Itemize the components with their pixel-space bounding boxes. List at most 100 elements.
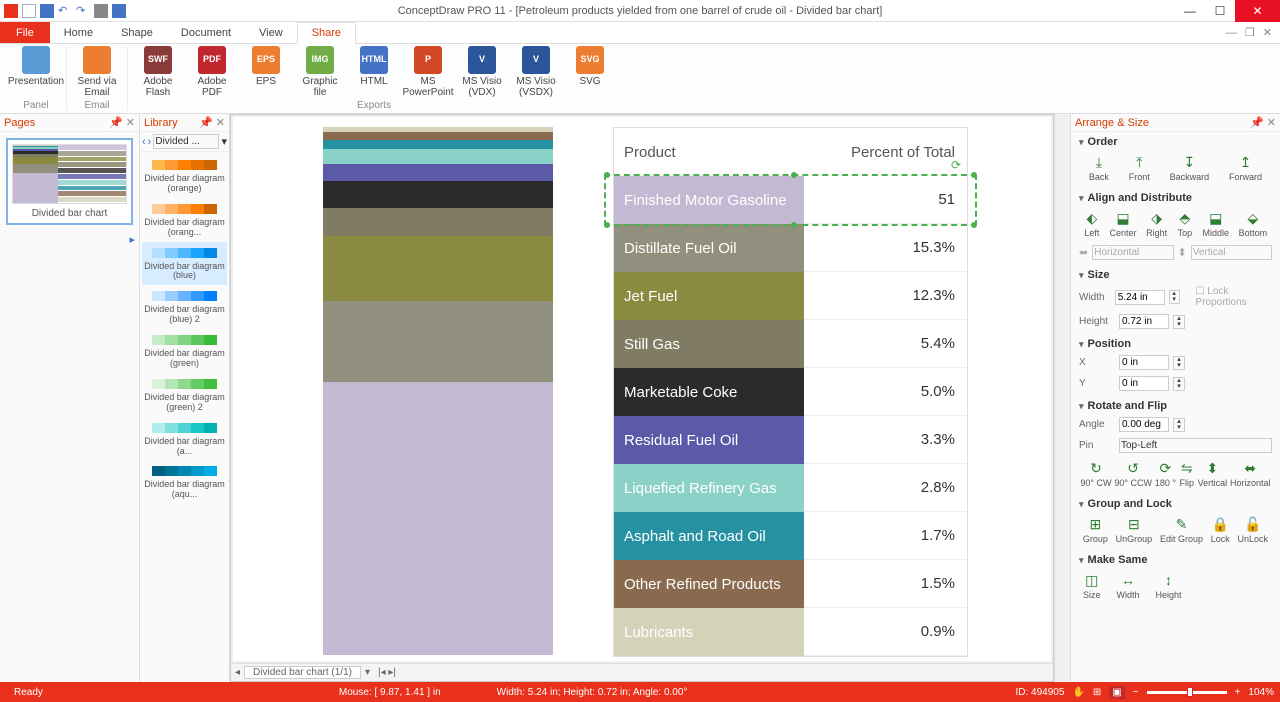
ribbon-ms-visio-vsdx-[interactable]: VMS Visio (VSDX) [512, 46, 560, 98]
rotate-btns-90-ccw[interactable]: ↺90° CCW [1114, 460, 1152, 488]
save-icon[interactable] [40, 4, 54, 18]
group-btns-edit-group[interactable]: ✎Edit Group [1160, 516, 1203, 544]
bar-segment[interactable] [323, 208, 553, 237]
menu-document[interactable]: Document [167, 22, 245, 43]
ribbon-adobe-flash[interactable]: SWFAdobe Flash [134, 46, 182, 98]
position-section-title[interactable]: Position [1079, 336, 1272, 352]
rotate-btns-180-[interactable]: ⟳180 ° [1155, 460, 1176, 488]
bar-segment[interactable] [323, 140, 553, 149]
new-icon[interactable] [22, 4, 36, 18]
ribbon-eps[interactable]: EPSEPS [242, 46, 290, 98]
makesame-section-title[interactable]: Make Same [1079, 552, 1272, 568]
page-thumbnail[interactable]: Divided bar chart [6, 138, 133, 225]
table-row[interactable]: Lubricants0.9% [614, 608, 967, 656]
height-input[interactable] [1119, 314, 1169, 329]
options-icon[interactable] [112, 4, 126, 18]
lock-proportions-label[interactable]: Lock Proportions [1196, 286, 1247, 308]
zoom-slider[interactable] [1147, 691, 1227, 694]
group-btns-group[interactable]: ⊞Group [1083, 516, 1108, 544]
group-btns-unlock[interactable]: 🔓UnLock [1238, 516, 1269, 544]
makesame-btns-width[interactable]: ↔Width [1117, 572, 1140, 600]
table-row[interactable]: Distillate Fuel Oil15.3% [614, 224, 967, 272]
table-row[interactable]: Residual Fuel Oil3.3% [614, 416, 967, 464]
width-spinner[interactable]: ▴▾ [1169, 290, 1180, 304]
bar-segment[interactable] [323, 164, 553, 181]
tab-dropdown-icon[interactable]: ▾ [365, 667, 370, 678]
makesame-btns-size[interactable]: ◫Size [1083, 572, 1101, 600]
order-btns-forward[interactable]: ↥Forward [1229, 154, 1262, 182]
align-horizontal-select[interactable]: Horizontal [1092, 245, 1173, 260]
snap-icon[interactable]: ⊞ [1093, 687, 1101, 698]
align-btns-right[interactable]: ⬗Right [1146, 210, 1167, 238]
library-item[interactable]: Divided bar diagram (green) 2 [142, 373, 227, 417]
rotate-btns-flip[interactable]: ⇋Flip [1179, 460, 1195, 488]
bar-segment[interactable] [323, 382, 553, 654]
tab-scroll-right-icon[interactable]: |◂ ▸| [378, 667, 396, 678]
bar-segment[interactable] [323, 149, 553, 164]
angle-spinner[interactable]: ▴▾ [1173, 418, 1185, 432]
pin-icon[interactable]: 📌 [109, 116, 123, 129]
doc-restore-button[interactable]: ❐ [1245, 26, 1255, 39]
canvas[interactable]: Product Percent of Total ⟳ Finished Moto… [233, 117, 1051, 661]
pin-select[interactable]: Top-Left [1119, 438, 1272, 453]
angle-input[interactable] [1119, 417, 1169, 432]
order-section-title[interactable]: Order [1079, 134, 1272, 150]
menu-share[interactable]: Share [297, 22, 356, 44]
menu-file[interactable]: File [0, 22, 50, 43]
makesame-btns-height[interactable]: ↕Height [1156, 572, 1182, 600]
doc-close-button[interactable]: ✕ [1263, 26, 1272, 39]
lib-dropdown-icon[interactable]: ▾ [221, 135, 227, 148]
library-item[interactable]: Divided bar diagram (blue) [142, 242, 227, 286]
print-icon[interactable] [94, 4, 108, 18]
order-btns-front[interactable]: ⤒Front [1129, 154, 1150, 182]
group-btns-ungroup[interactable]: ⊟UnGroup [1116, 516, 1153, 544]
data-table[interactable]: Product Percent of Total ⟳ Finished Moto… [613, 127, 968, 657]
align-vertical-select[interactable]: Vertical [1191, 245, 1272, 260]
refresh-icon[interactable]: ⟳ [951, 158, 961, 172]
tab-scroll-left-icon[interactable]: ◂ [235, 667, 240, 678]
align-section-title[interactable]: Align and Distribute [1079, 190, 1272, 206]
size-section-title[interactable]: Size [1079, 267, 1272, 283]
zoom-in-button[interactable]: + [1235, 687, 1241, 698]
y-input[interactable] [1119, 376, 1169, 391]
menu-shape[interactable]: Shape [107, 22, 167, 43]
table-row[interactable]: Jet Fuel12.3% [614, 272, 967, 320]
ribbon-adobe-pdf[interactable]: PDFAdobe PDF [188, 46, 236, 98]
ribbon-ms-visio-vdx-[interactable]: VMS Visio (VDX) [458, 46, 506, 98]
align-btns-left[interactable]: ⬖Left [1084, 210, 1100, 238]
close-panel-icon[interactable]: ✕ [126, 116, 135, 129]
library-selector[interactable]: Divided ... [153, 134, 219, 149]
bar-segment[interactable] [323, 132, 553, 140]
y-spinner[interactable]: ▴▾ [1173, 377, 1185, 391]
group-section-title[interactable]: Group and Lock [1079, 496, 1272, 512]
redo-icon[interactable]: ↷ [76, 4, 90, 18]
library-item[interactable]: Divided bar diagram (orang... [142, 198, 227, 242]
bar-segment[interactable] [323, 236, 553, 301]
align-btns-middle[interactable]: ⬓Middle [1202, 210, 1229, 238]
rotate-btns-horizontal[interactable]: ⬌Horizontal [1230, 460, 1271, 488]
table-row[interactable]: Marketable Coke5.0% [614, 368, 967, 416]
bar-segment[interactable] [323, 181, 553, 208]
x-spinner[interactable]: ▴▾ [1173, 356, 1185, 370]
table-row[interactable]: Still Gas5.4% [614, 320, 967, 368]
library-item[interactable]: Divided bar diagram (a... [142, 417, 227, 461]
order-btns-backward[interactable]: ↧Backward [1170, 154, 1210, 182]
menu-home[interactable]: Home [50, 22, 107, 43]
menu-view[interactable]: View [245, 22, 297, 43]
align-btns-bottom[interactable]: ⬙Bottom [1239, 210, 1268, 238]
width-input[interactable] [1115, 290, 1165, 305]
zoom-out-button[interactable]: − [1133, 687, 1139, 698]
align-btns-top[interactable]: ⬘Top [1177, 210, 1193, 238]
library-item[interactable]: Divided bar diagram (orange) [142, 154, 227, 198]
height-spinner[interactable]: ▴▾ [1173, 315, 1185, 329]
lib-prev-icon[interactable]: ‹ [142, 136, 146, 148]
ribbon-graphic-file[interactable]: IMGGraphic file [296, 46, 344, 98]
divided-bar-chart[interactable] [323, 127, 553, 655]
library-item[interactable]: Divided bar diagram (aqu... [142, 460, 227, 504]
rotate-btns-90-cw[interactable]: ↻90° CW [1080, 460, 1111, 488]
lib-next-icon[interactable]: › [148, 136, 152, 148]
fit-icon[interactable]: ▣ [1109, 686, 1124, 699]
group-btns-lock[interactable]: 🔒Lock [1211, 516, 1230, 544]
close-panel-icon[interactable]: ✕ [216, 116, 225, 129]
ribbon-html[interactable]: HTMLHTML [350, 46, 398, 98]
